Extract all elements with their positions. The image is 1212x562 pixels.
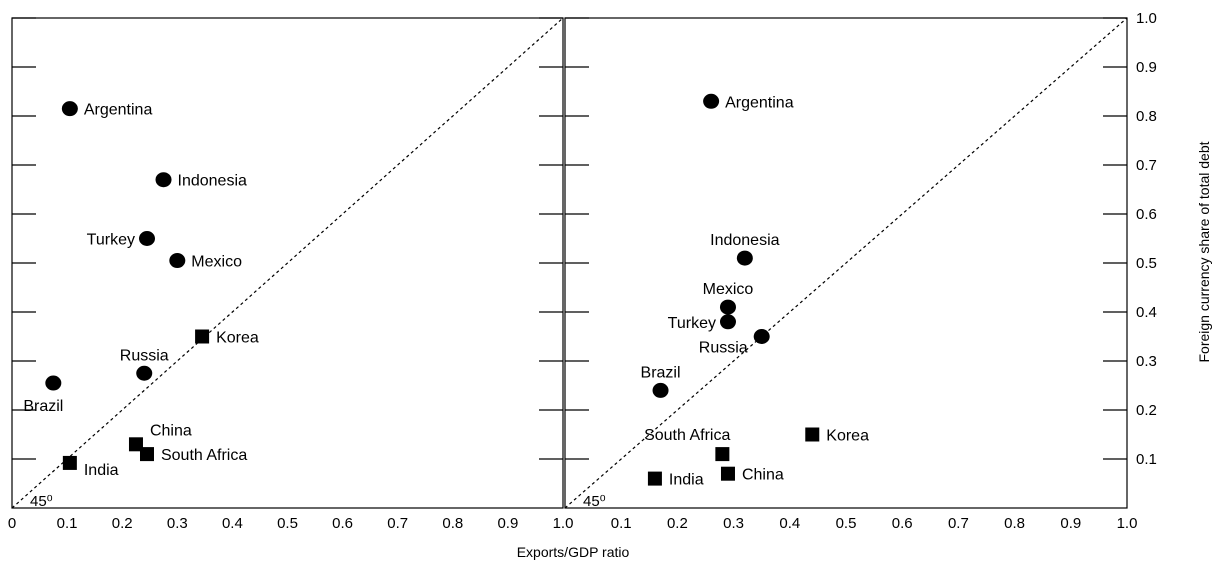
right-x-tick-label: 0.9 bbox=[1060, 515, 1081, 532]
left-45-degree-label: 45⁰ bbox=[30, 493, 53, 510]
left-label-turkey: Turkey bbox=[87, 232, 135, 249]
left-x-tick-label: 1.0 bbox=[553, 515, 574, 532]
right-point-korea bbox=[805, 427, 820, 442]
right-y-tick-label: 1.0 bbox=[1136, 10, 1157, 27]
left-x-tick-label: 0.4 bbox=[222, 515, 243, 532]
left-point-china bbox=[128, 437, 143, 452]
right-point-russia bbox=[753, 329, 770, 344]
right-label-china: China bbox=[742, 467, 784, 484]
y-axis-label: Foreign currency share of total debt bbox=[1196, 141, 1212, 362]
right-label-india: India bbox=[669, 472, 704, 489]
left-x-tick-label: 0.6 bbox=[332, 515, 353, 532]
right-x-tick-label: 0.8 bbox=[1004, 515, 1025, 532]
left-x-tick-label: 0.9 bbox=[497, 515, 518, 532]
left-label-brazil: Brazil bbox=[23, 398, 63, 415]
left-label-china: China bbox=[150, 422, 192, 439]
left-x-tick-label: 0.8 bbox=[442, 515, 463, 532]
left-45-degree-line bbox=[11, 17, 564, 509]
right-x-tick-label: 0.5 bbox=[836, 515, 857, 532]
left-label-south-africa: South Africa bbox=[161, 447, 247, 464]
left-label-indonesia: Indonesia bbox=[178, 173, 247, 190]
right-y-tick-label: 0.6 bbox=[1136, 206, 1157, 223]
right-point-turkey bbox=[719, 314, 736, 330]
right-y-tick-label: 0.9 bbox=[1136, 59, 1157, 76]
right-x-tick-label: 0.6 bbox=[892, 515, 913, 532]
left-point-korea bbox=[195, 329, 210, 344]
right-point-india bbox=[647, 471, 662, 486]
right-y-tick-label: 0.8 bbox=[1136, 108, 1157, 125]
right-y-tick-label: 0.7 bbox=[1136, 157, 1157, 174]
right-label-russia: Russia bbox=[699, 340, 748, 357]
left-label-india: India bbox=[84, 462, 119, 479]
right-point-china bbox=[720, 466, 735, 481]
right-x-tick-label: 0.3 bbox=[723, 515, 744, 532]
right-point-argentina bbox=[703, 93, 720, 109]
left-x-tick-label: 0.7 bbox=[387, 515, 408, 532]
left-point-mexico bbox=[169, 253, 186, 269]
right-45-degree-line bbox=[564, 17, 1128, 509]
x-axis-label: Exports/GDP ratio bbox=[517, 544, 630, 560]
left-point-turkey bbox=[138, 231, 155, 246]
right-label-mexico: Mexico bbox=[703, 281, 754, 298]
right-y-tick-label: 0.2 bbox=[1136, 402, 1157, 419]
right-point-south-africa bbox=[715, 447, 730, 462]
right-label-turkey: Turkey bbox=[668, 315, 716, 332]
left-point-south-africa bbox=[139, 447, 154, 462]
right-point-brazil bbox=[652, 382, 669, 398]
left-point-brazil bbox=[45, 375, 62, 391]
left-label-mexico: Mexico bbox=[191, 254, 242, 271]
left-point-indonesia bbox=[155, 172, 172, 188]
left-x-tick-label: 0.1 bbox=[57, 515, 78, 532]
right-x-tick-label: 1.0 bbox=[1117, 515, 1138, 532]
right-point-indonesia bbox=[736, 250, 753, 266]
left-label-korea: Korea bbox=[216, 330, 259, 347]
right-x-tick-label: 0.7 bbox=[948, 515, 969, 532]
right-45-degree-label: 45⁰ bbox=[583, 493, 606, 510]
right-label-south-africa: South Africa bbox=[644, 427, 730, 444]
left-x-tick-label: 0.5 bbox=[277, 515, 298, 532]
left-panel: 0 0.1 0.2 0.3 0.4 0.5 0.6 0.7 0.8 0.9 1.0 45⁰ Argent… bbox=[8, 17, 574, 532]
left-x-tick-label: 0.3 bbox=[167, 515, 188, 532]
right-y-tick-label: 0.1 bbox=[1136, 451, 1157, 468]
right-x-tick-label: 0.1 bbox=[611, 515, 632, 532]
left-x-tick-label: 0.2 bbox=[112, 515, 133, 532]
right-label-brazil: Brazil bbox=[641, 364, 681, 381]
left-point-india bbox=[62, 455, 77, 470]
left-x-tick-label: 0 bbox=[8, 515, 16, 532]
right-x-tick-label: 0.2 bbox=[667, 515, 688, 532]
left-point-argentina bbox=[61, 101, 78, 117]
right-y-tick-label: 0.4 bbox=[1136, 304, 1157, 321]
right-y-tick-label: 0.3 bbox=[1136, 353, 1157, 370]
right-y-tick-label: 0.5 bbox=[1136, 255, 1157, 272]
left-point-russia bbox=[136, 365, 153, 381]
right-label-argentina: Argentina bbox=[725, 94, 794, 111]
right-panel: 0.1 0.2 0.3 0.4 0.5 0.6 0.7 0.8 0.9 1.0 0.1 0.2 0.3 0… bbox=[564, 10, 1157, 532]
right-x-tick-label: 0.4 bbox=[779, 515, 800, 532]
right-label-indonesia: Indonesia bbox=[710, 232, 779, 249]
left-label-russia: Russia bbox=[120, 347, 169, 364]
right-label-korea: Korea bbox=[826, 428, 869, 445]
left-label-argentina: Argentina bbox=[84, 102, 153, 119]
right-point-mexico bbox=[719, 299, 736, 315]
